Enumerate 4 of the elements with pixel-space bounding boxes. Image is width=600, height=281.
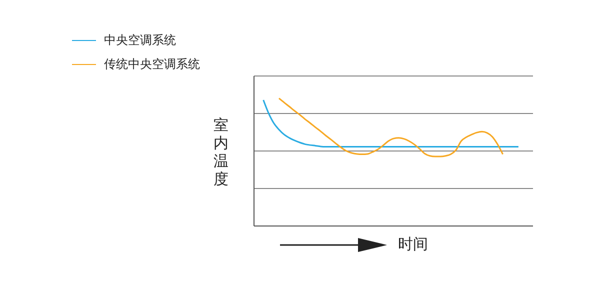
x-axis-title: 时间 — [398, 235, 428, 254]
y-axis-title: 室内温度 — [212, 116, 230, 188]
legend-label: 中央空调系统 — [104, 32, 176, 48]
legend-label: 传统中央空调系统 — [104, 56, 200, 72]
